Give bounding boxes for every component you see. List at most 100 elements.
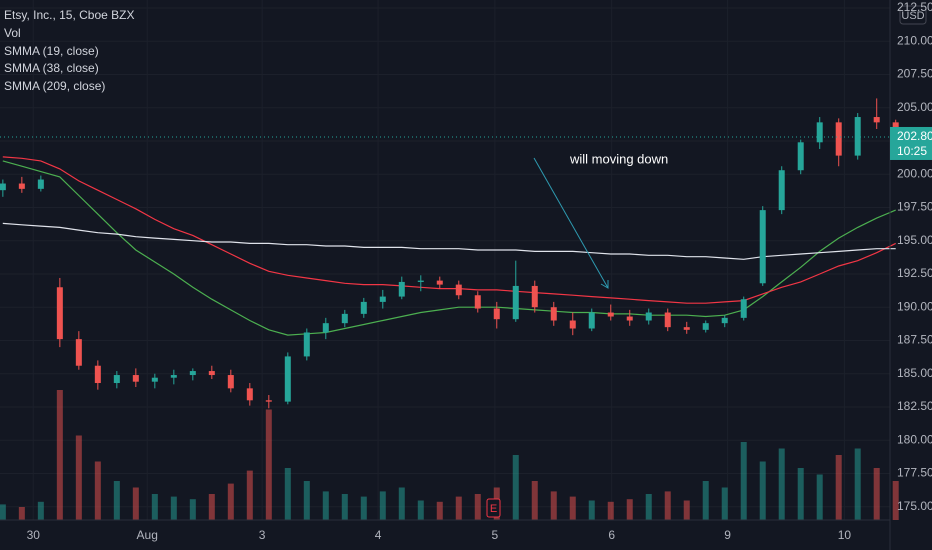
volume-bar (740, 442, 747, 520)
x-tick-label: 4 (375, 528, 382, 542)
candle-body (531, 285, 538, 308)
volume-bar (474, 494, 481, 520)
volume-bar (0, 504, 6, 520)
y-tick-label: 192.50 (897, 266, 932, 280)
volume-bar (246, 470, 253, 520)
volume-bar (702, 481, 709, 520)
candle-body (18, 183, 25, 189)
candle-body (474, 295, 481, 309)
candle-body (588, 312, 595, 329)
volume-bar (18, 507, 25, 520)
volume-bar (854, 448, 861, 520)
annotation-arrow (533, 157, 609, 289)
volume-bar (303, 481, 310, 520)
candle-body (113, 375, 120, 384)
annotation: will moving down (569, 151, 668, 166)
candle-body (854, 117, 861, 156)
volume-bar (360, 496, 367, 520)
earnings-marker: E (490, 503, 497, 515)
candle-body (303, 332, 310, 357)
y-tick-label: 182.50 (897, 399, 932, 413)
x-tick-label: 5 (492, 528, 499, 542)
candle-body (75, 339, 82, 366)
y-tick-label: 180.00 (897, 432, 932, 446)
volume-bar (588, 500, 595, 520)
candle-body (56, 287, 63, 340)
candle-body (797, 142, 804, 171)
volume-bar (94, 461, 101, 520)
candle-body (873, 117, 880, 123)
y-tick-label: 212.50 (897, 0, 932, 14)
candle-body (170, 375, 177, 378)
candle-body (284, 356, 291, 402)
candle-body (740, 299, 747, 318)
volume-bar (645, 494, 652, 520)
volume-bar (721, 487, 728, 520)
volume-bar (208, 494, 215, 520)
candle-body (398, 281, 405, 297)
candle-body (645, 312, 652, 321)
volume-bar (322, 491, 329, 520)
legend-item: SMMA (38, close) (4, 61, 99, 75)
candle-body (607, 312, 614, 317)
candle-body (455, 284, 462, 296)
candle-body (37, 179, 44, 189)
x-tick-label: 10 (838, 528, 852, 542)
last-price-box (890, 126, 932, 160)
volume-bar (816, 474, 823, 520)
y-tick-label: 205.00 (897, 100, 932, 114)
earnings-box[interactable] (486, 498, 501, 518)
candle-body (417, 280, 424, 282)
candle-body (835, 122, 842, 156)
x-tick-label: 30 (27, 528, 41, 542)
y-tick-label: 200.00 (897, 166, 932, 180)
y-tick-label: 207.50 (897, 67, 932, 81)
volume-bar (265, 409, 272, 520)
volume-bar (892, 481, 899, 520)
volume-bar (759, 461, 766, 520)
volume-bar (379, 491, 386, 520)
currency-box[interactable] (899, 5, 927, 25)
volume-bar (873, 468, 880, 520)
candle-body (778, 170, 785, 211)
candle-body (151, 377, 158, 382)
volume-bar (778, 448, 785, 520)
volume-bar (227, 483, 234, 520)
volume-bar (607, 501, 614, 520)
volume-bar (170, 496, 177, 520)
y-tick-label: 185.00 (897, 366, 932, 380)
volume-bar (284, 468, 291, 520)
candle-body (132, 375, 139, 382)
volume-bar (132, 487, 139, 520)
candle-body (227, 375, 234, 389)
grid (0, 0, 890, 520)
volume-bar (75, 435, 82, 520)
candle-body (94, 365, 101, 384)
y-tick-label: 187.50 (897, 333, 932, 347)
candle-body (208, 371, 215, 376)
candle-body (322, 323, 329, 333)
volume-bar (151, 494, 158, 520)
legend-item: Vol (4, 26, 21, 40)
last-price-label: 202.80 (897, 129, 932, 143)
volume-bar (569, 496, 576, 520)
y-tick-label: 190.00 (897, 299, 932, 313)
legend-item: SMMA (209, close) (4, 79, 105, 93)
candle-body (189, 371, 196, 376)
volume-bar (341, 494, 348, 520)
candle-body (816, 122, 823, 143)
legend-item: SMMA (19, close) (4, 44, 99, 58)
volume-bar (455, 496, 462, 520)
smma-layer (2, 156, 896, 336)
smma-line (2, 156, 896, 304)
volume-bar (835, 455, 842, 520)
smma-line (2, 222, 896, 260)
candle-body (246, 388, 253, 401)
candle-layer (0, 98, 899, 409)
candle-body (664, 312, 671, 328)
volume-bar (398, 487, 405, 520)
y-tick-label: 175.00 (897, 499, 932, 513)
